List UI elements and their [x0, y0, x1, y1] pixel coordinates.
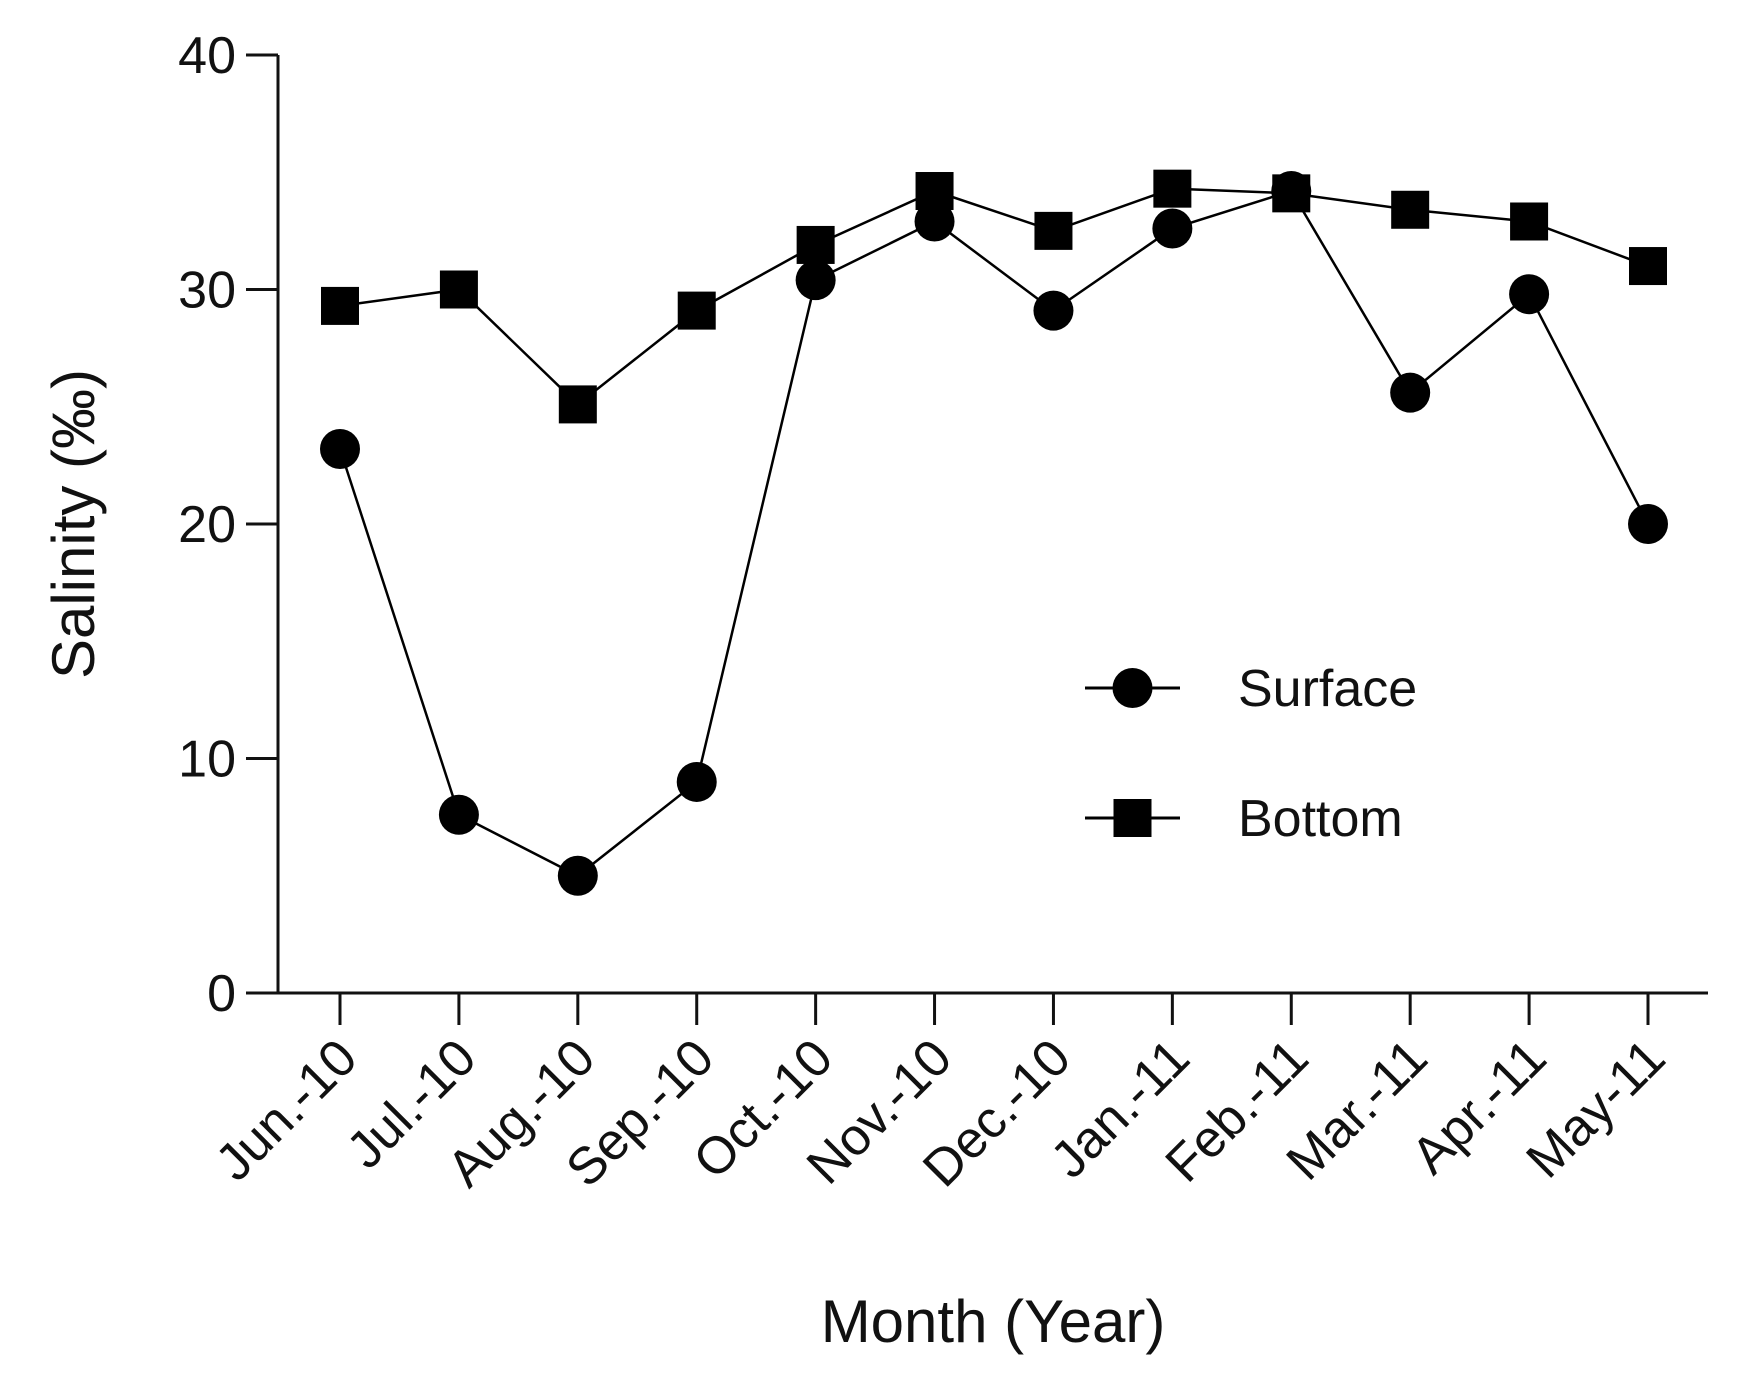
bottom-point [321, 286, 359, 325]
surface-point [795, 260, 836, 301]
legend-item-bottom: Bottom [1085, 790, 1403, 848]
bottom-point [1034, 211, 1073, 250]
surface-line [338, 189, 1650, 878]
bottom-point [1510, 202, 1549, 241]
bottom-point [1153, 169, 1192, 208]
surface-point [1390, 372, 1431, 413]
bottom-series [321, 169, 1667, 424]
y-tick-label: 10 [178, 731, 236, 789]
surface-series [320, 171, 1668, 896]
legend: Surface Bottom [1085, 660, 1417, 848]
y-axis-title: Salinity (‰) [40, 369, 107, 679]
axes [276, 55, 1708, 995]
y-ticks: 0 10 20 30 40 [178, 27, 278, 1023]
legend-marker-surface [1112, 668, 1153, 708]
surface-point [438, 794, 479, 835]
surface-point [1152, 208, 1193, 249]
surface-point [1628, 504, 1668, 544]
surface-point [1509, 274, 1550, 315]
bottom-point [1629, 247, 1667, 286]
bottom-point [439, 270, 478, 309]
surface-point [914, 201, 955, 242]
y-tick-label: 30 [178, 262, 236, 320]
bottom-point [1272, 174, 1311, 213]
x-axis-title: Month (Year) [821, 1288, 1166, 1355]
bottom-line [339, 187, 1649, 407]
y-tick-label: 0 [207, 965, 236, 1023]
bottom-point [796, 225, 835, 264]
series-layer [320, 169, 1668, 896]
legend-marker-bottom [1113, 799, 1152, 837]
legend-item-surface: Surface [1085, 660, 1417, 718]
legend-label-surface: Surface [1238, 660, 1417, 718]
surface-point [320, 428, 360, 469]
legend-label-bottom: Bottom [1238, 790, 1403, 848]
y-tick-label: 40 [178, 27, 236, 85]
surface-point [676, 761, 717, 802]
y-tick-label: 20 [178, 496, 236, 554]
x-ticks: Jun.-10Jul.-10Aug.-10Sep.-10Oct.-10Nov.-… [205, 993, 1676, 1198]
bottom-point [1391, 190, 1430, 229]
x-tick-label: Jun.-10 [205, 1028, 369, 1192]
bottom-point [915, 172, 954, 211]
surface-point [1033, 290, 1074, 331]
bottom-point [558, 385, 597, 424]
surface-point [557, 855, 598, 896]
bottom-point [677, 291, 716, 330]
